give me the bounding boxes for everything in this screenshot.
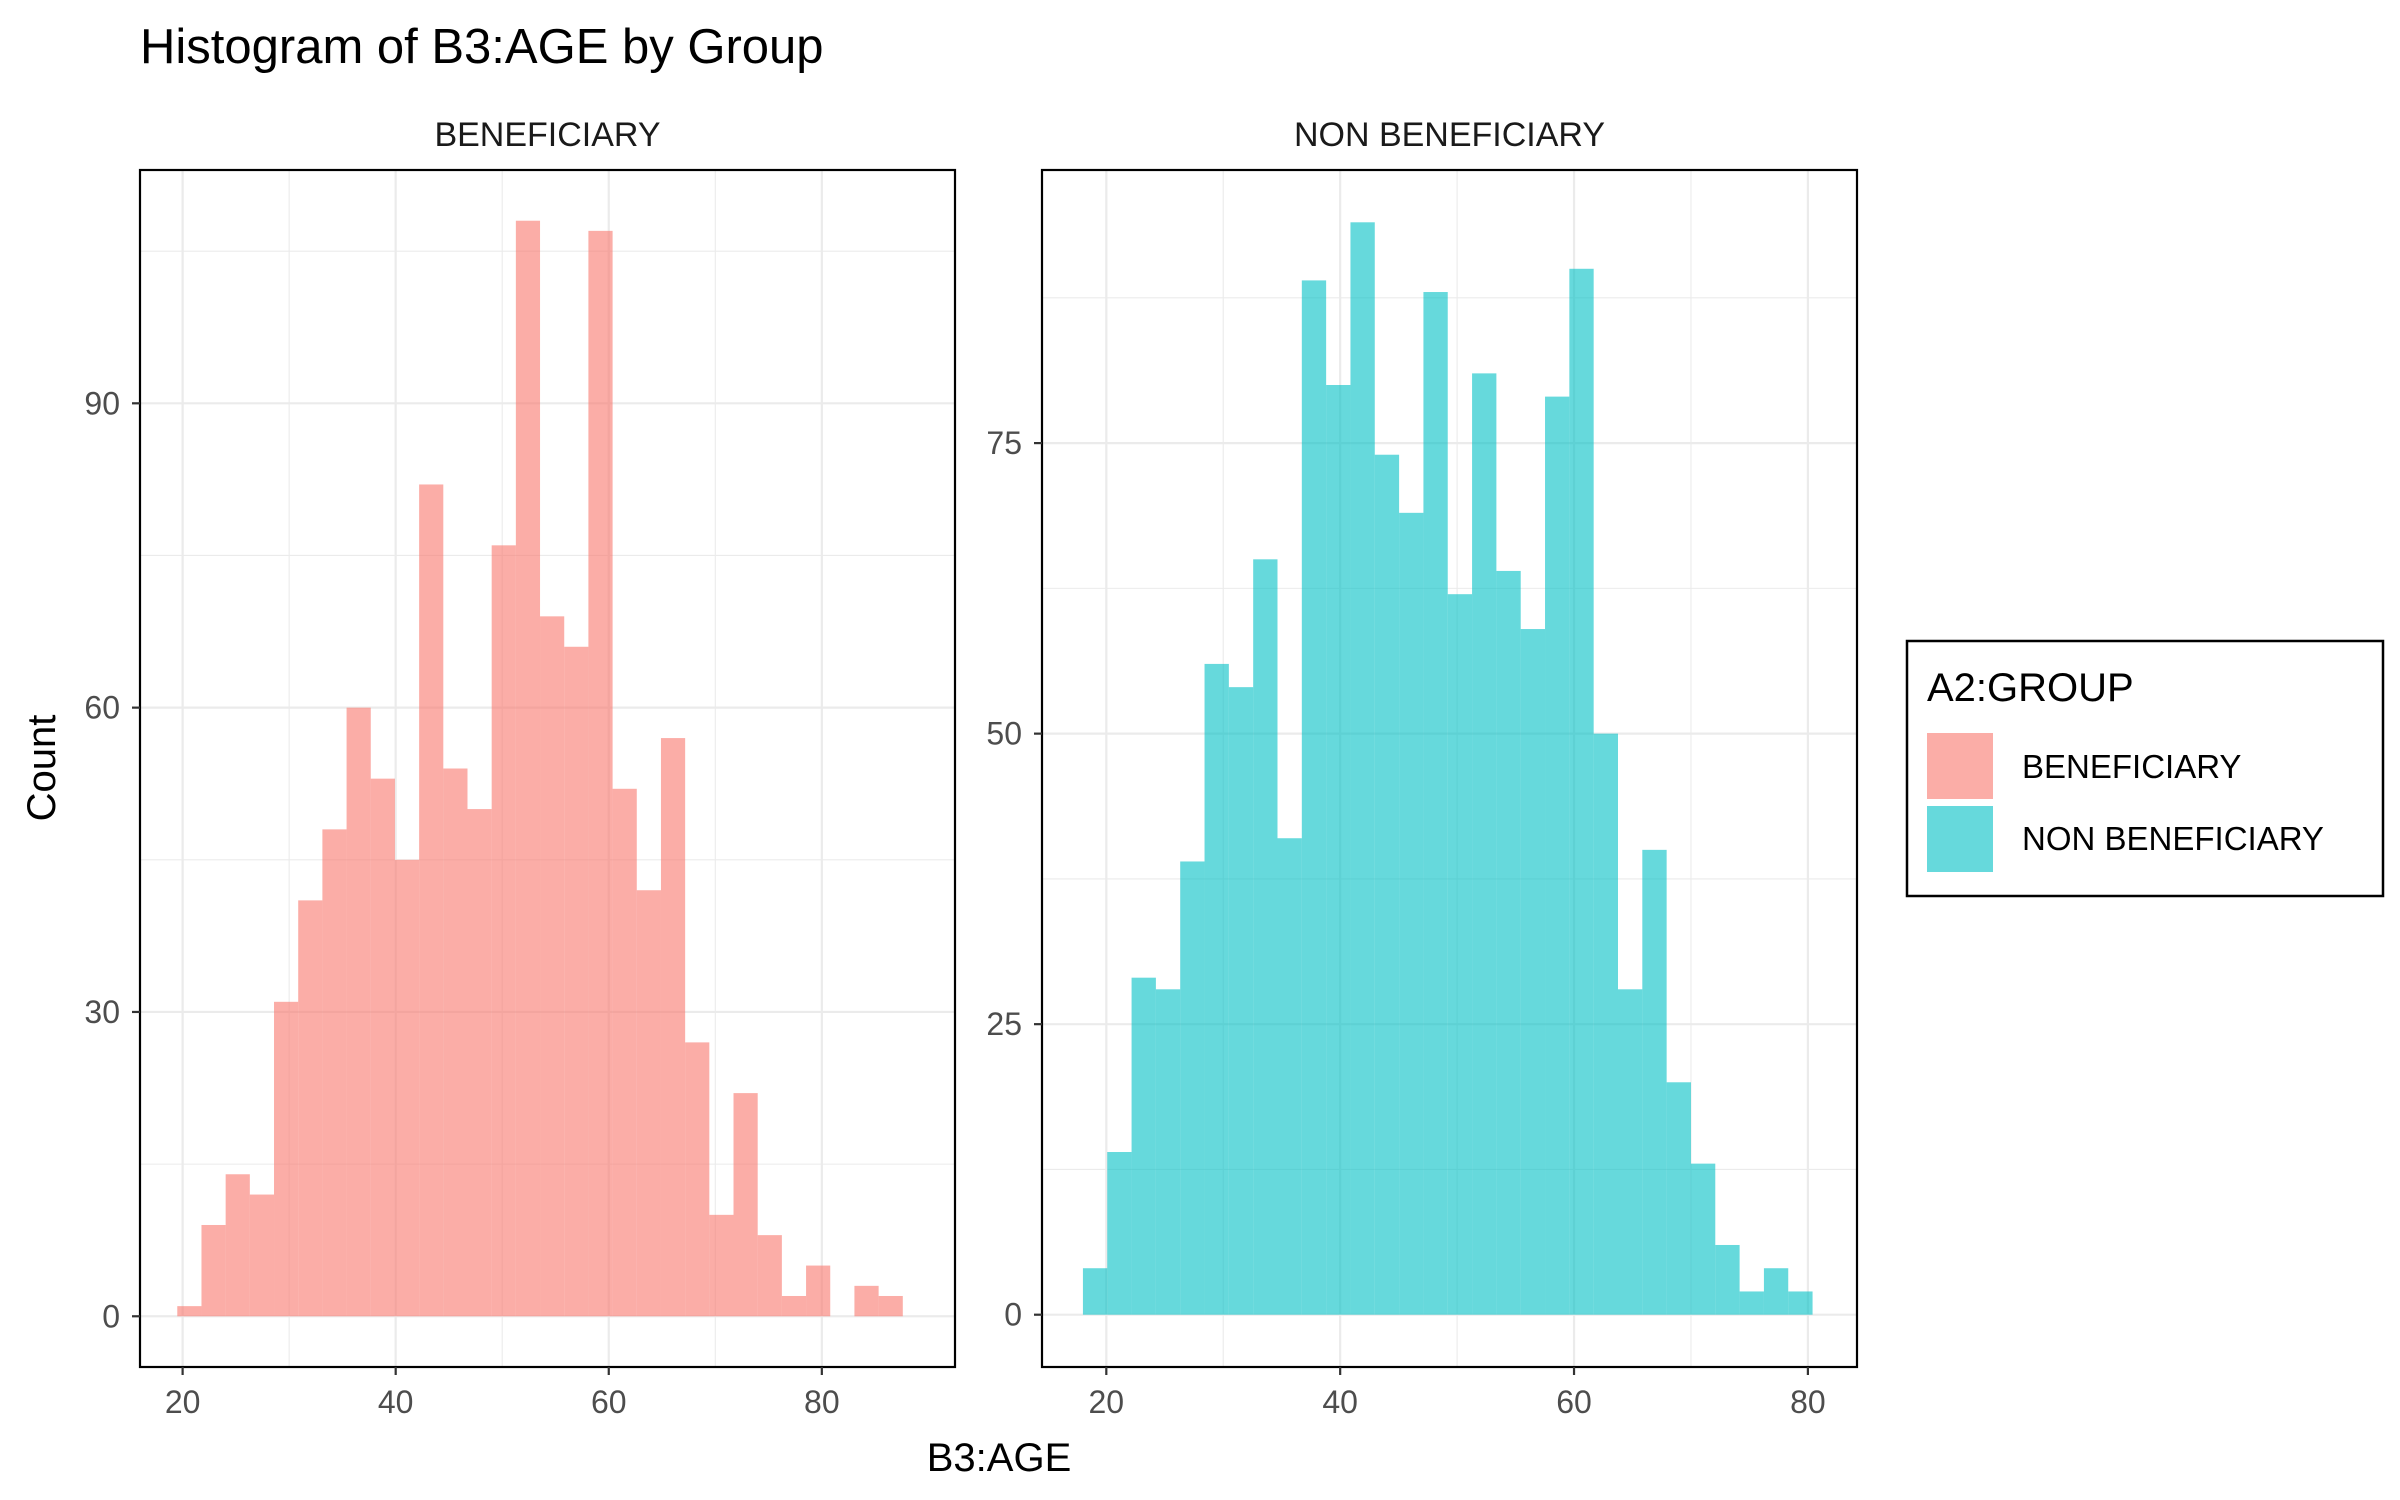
histogram-bar [1545, 396, 1570, 1315]
y-tick-label: 60 [84, 690, 120, 726]
x-tick-label: 80 [1790, 1384, 1826, 1420]
panel-border [1040, 168, 1859, 1369]
histogram-bar [636, 890, 661, 1317]
histogram-bar [1617, 989, 1643, 1315]
histogram-bar [467, 809, 492, 1317]
histogram-bar [1763, 1268, 1789, 1315]
histogram-bar [1666, 1082, 1691, 1315]
panel-border [138, 168, 957, 1369]
histogram-bar [346, 707, 371, 1317]
histogram-bar [1520, 629, 1546, 1315]
histogram-bar [1082, 1268, 1108, 1315]
histogram-bar [1326, 384, 1351, 1315]
histogram-bar [1423, 292, 1448, 1315]
y-tick-label: 0 [1004, 1297, 1022, 1333]
y-tick-label: 75 [986, 425, 1022, 461]
y-tick-label: 30 [84, 994, 120, 1030]
y-tick-label: 0 [102, 1298, 120, 1334]
histogram-bar [1690, 1163, 1716, 1315]
histogram-bar [1642, 849, 1667, 1315]
histogram-bar [709, 1214, 734, 1317]
histogram-bar [612, 788, 637, 1317]
panel-beneficiary: 20 40 60 80 0 30 60 90 BENEFICIARY [84, 116, 957, 1420]
facet-label-beneficiary: BENEFICIARY [434, 116, 660, 154]
histogram-bar [225, 1174, 250, 1317]
y-axis-label: Count [20, 715, 64, 822]
histogram-bar [1350, 222, 1375, 1315]
histogram-bar [274, 1001, 299, 1317]
histogram-bar [1715, 1244, 1740, 1315]
histogram-bar [1739, 1291, 1764, 1315]
histogram-bar [564, 646, 589, 1317]
histogram-bar [1253, 559, 1278, 1315]
histogram-bar [394, 859, 420, 1317]
histogram-bar [1374, 454, 1400, 1315]
x-tick-label: 60 [591, 1384, 627, 1420]
histogram-bar [1472, 373, 1497, 1315]
panel-non-beneficiary: 20 40 60 80 0 25 50 75 NON BENEFICIARY [986, 116, 1859, 1420]
x-tick-label: 40 [1322, 1384, 1358, 1420]
histogram-bar [878, 1295, 903, 1317]
histogram-bar [685, 1042, 710, 1317]
histogram-bar [1155, 989, 1181, 1315]
histogram-bar [249, 1194, 275, 1317]
histogram-bar [1447, 594, 1473, 1315]
x-tick-label: 80 [804, 1384, 840, 1420]
histogram-bar [757, 1235, 782, 1317]
chart-title: Histogram of B3:AGE by Group [140, 20, 824, 74]
histogram-bar [540, 616, 565, 1317]
histogram-bar [1204, 663, 1229, 1315]
histogram-bar [443, 768, 468, 1317]
x-tick-label: 20 [1089, 1384, 1125, 1420]
histogram-bar [1228, 687, 1254, 1315]
histogram-bar [733, 1093, 758, 1317]
x-axis-label: B3:AGE [927, 1436, 1072, 1480]
histogram-bar [419, 484, 444, 1317]
histogram-bar [1180, 861, 1205, 1315]
facet-label-non-beneficiary: NON BENEFICIARY [1294, 116, 1605, 154]
histogram-bar [515, 220, 541, 1317]
x-tick-label: 20 [165, 1384, 201, 1420]
legend-label-beneficiary: BENEFICIARY [2022, 748, 2241, 785]
legend-key-non-beneficiary [1927, 806, 1993, 872]
y-tick-label: 50 [986, 716, 1022, 752]
histogram-bar [660, 738, 686, 1317]
legend-title: A2:GROUP [1927, 666, 2134, 710]
y-tick-label: 90 [84, 385, 120, 421]
legend-label-non-beneficiary: NON BENEFICIARY [2022, 820, 2324, 857]
histogram-bar [1131, 977, 1156, 1315]
histogram-bar [781, 1295, 807, 1317]
histogram-bar [1277, 838, 1302, 1315]
x-tick-label: 60 [1556, 1384, 1592, 1420]
histogram-bar [370, 778, 395, 1317]
legend-key-beneficiary [1927, 733, 1993, 799]
histogram-bar [1593, 733, 1618, 1315]
histogram-bar [806, 1265, 831, 1317]
histogram-bar [491, 545, 516, 1317]
x-tick-label: 40 [378, 1384, 414, 1420]
histogram-bar [201, 1224, 226, 1317]
histogram-bar [588, 230, 613, 1317]
histogram-bar [1496, 570, 1521, 1315]
histogram-bar [1569, 268, 1594, 1315]
histogram-bar [1788, 1291, 1813, 1315]
y-tick-label: 25 [986, 1006, 1022, 1042]
legend: A2:GROUP BENEFICIARY NON BENEFICIARY [1905, 639, 2385, 898]
histogram-bar [1399, 512, 1424, 1315]
histogram-bar [1301, 280, 1327, 1315]
histogram-bar [177, 1306, 202, 1317]
histogram-bar [322, 829, 347, 1317]
histogram-bar [298, 900, 323, 1317]
histogram-bar [854, 1285, 879, 1317]
histogram-bar [1107, 1152, 1132, 1315]
